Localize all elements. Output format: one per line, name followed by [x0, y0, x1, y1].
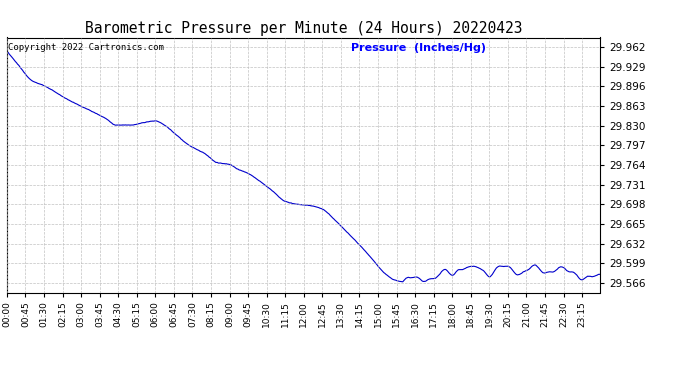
Text: Copyright 2022 Cartronics.com: Copyright 2022 Cartronics.com [8, 43, 164, 52]
Title: Barometric Pressure per Minute (24 Hours) 20220423: Barometric Pressure per Minute (24 Hours… [85, 21, 522, 36]
Text: Pressure  (Inches/Hg): Pressure (Inches/Hg) [351, 43, 486, 52]
